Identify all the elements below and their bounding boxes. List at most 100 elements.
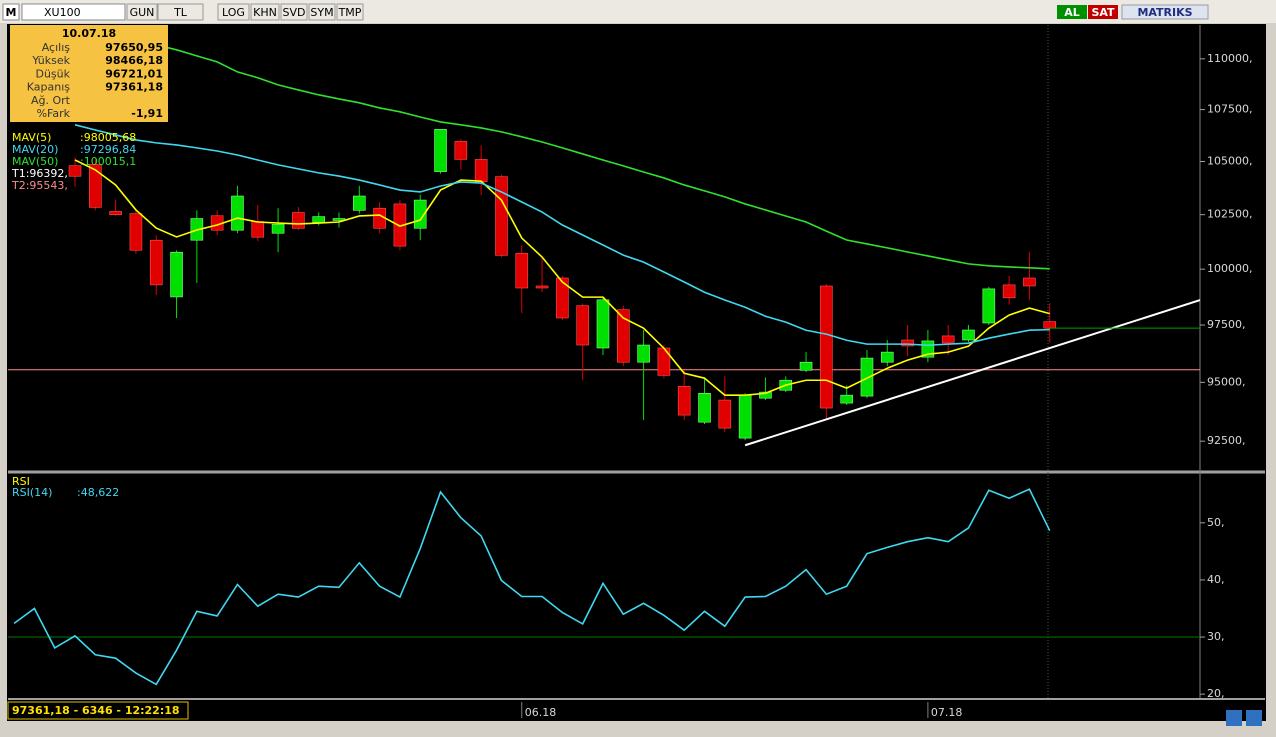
toolbar-button[interactable] — [250, 3, 280, 21]
x-tick-label: 07.18 — [931, 706, 963, 719]
sell-button[interactable] — [1088, 5, 1118, 19]
candle-body — [901, 339, 914, 347]
y-tick-label: 107500, — [1207, 103, 1253, 116]
panel-title: RSI — [12, 475, 30, 488]
candle-body — [738, 394, 752, 439]
info-label: Ağ. Ort — [31, 94, 71, 107]
legend-name: MAV(5) — [12, 131, 51, 144]
info-label: Kapanış — [27, 81, 71, 94]
axes: 92500, 95000, 97500, 100000, 102500, 105000, 1… — [521, 52, 1253, 719]
y-tick-label: 97500, — [1207, 318, 1246, 331]
candle-body — [860, 357, 874, 397]
buy-button[interactable] — [1057, 5, 1087, 19]
candle-body — [271, 224, 285, 234]
legend-name: MAV(50) — [12, 155, 58, 168]
info-value: 97650,95 — [105, 41, 163, 54]
info-value: 96721,01 — [105, 67, 163, 80]
legend-name: RSI(14) — [12, 486, 52, 499]
toolbar-button[interactable] — [280, 3, 308, 21]
brand: MATRIKS — [1137, 6, 1192, 19]
toolbar-button-label[interactable]: LOG — [222, 6, 245, 19]
symbol: XU100 — [44, 6, 81, 19]
candle-body — [474, 159, 488, 183]
toolbar-button-label[interactable]: TL — [173, 6, 188, 19]
legend-name: MAV(20) — [12, 143, 58, 156]
candle-body — [962, 329, 975, 341]
candle-body — [718, 399, 732, 429]
candle-body — [535, 285, 549, 289]
moving-average — [74, 124, 1050, 347]
moving-average — [74, 159, 1050, 396]
status-text: 97361,18 - 6346 - 12:22:18 — [12, 704, 180, 717]
toolbar-button[interactable] — [308, 3, 336, 21]
x-tick-label: 06.18 — [525, 706, 557, 719]
y-tick-label: 20, — [1207, 687, 1225, 700]
toolbar-button-label[interactable]: SYM — [310, 6, 333, 19]
y-tick-label: 100000, — [1207, 262, 1253, 275]
candle-body — [353, 195, 366, 211]
y-tick-label: 40, — [1207, 573, 1225, 586]
candle-body — [68, 165, 82, 177]
y-tick-label: 95000, — [1207, 375, 1246, 388]
overlay: 10.07.18 Açılış 97650,95 Yüksek 98466,18 Düş… — [10, 25, 168, 499]
candle-body — [434, 129, 447, 172]
legend-value: :97296,84 — [80, 143, 136, 156]
buy-label[interactable]: AL — [1064, 6, 1080, 19]
candle-body — [637, 344, 650, 363]
toolbar-button-label[interactable]: GUN — [130, 6, 155, 19]
moving-average — [156, 44, 1050, 270]
candle-body — [1023, 277, 1036, 287]
main-panel — [8, 44, 1200, 447]
info-date: 10.07.18 — [62, 27, 116, 40]
candle-body — [231, 195, 244, 231]
info-value: 97361,18 — [105, 81, 163, 94]
candle-body — [799, 361, 813, 371]
y-tick-label: 92500, — [1207, 434, 1246, 447]
candle-body — [149, 239, 163, 286]
candle-body — [292, 212, 305, 229]
candle-body — [880, 351, 894, 363]
sell-label[interactable]: SAT — [1091, 6, 1115, 19]
symbol-box[interactable] — [21, 3, 126, 21]
y-tick-label: 102500, — [1207, 208, 1253, 221]
toolbar-button[interactable] — [157, 3, 204, 21]
info-value: -1,91 — [131, 107, 163, 120]
candle-body — [170, 251, 183, 298]
brand-box — [1121, 4, 1209, 20]
candle-body — [89, 164, 102, 208]
candle-body — [251, 221, 265, 238]
y-tick-label: 30, — [1207, 630, 1225, 643]
candle-body — [454, 141, 468, 160]
candle-body — [576, 305, 589, 346]
y-tick-label: 110000, — [1207, 52, 1253, 65]
candle-body — [129, 213, 143, 251]
status-box — [7, 701, 189, 720]
logo-box[interactable] — [2, 3, 20, 21]
candle-body — [1002, 284, 1016, 299]
toolbar-button-label[interactable]: TMP — [338, 6, 362, 19]
info-box — [10, 25, 168, 122]
toolbar-items: M XU100 GUN TL LOG KHN SVD SYM TMP AL SAT MATRIKS — [2, 3, 1209, 21]
rsi-line — [13, 488, 1051, 686]
y-tick-label: 50, — [1207, 516, 1225, 529]
candle-body — [677, 385, 691, 416]
toolbar-button[interactable] — [336, 3, 364, 21]
toolbar-button-label[interactable]: SVD — [283, 6, 306, 19]
toolbar-button-label[interactable]: KHN — [253, 6, 277, 19]
candle-body — [941, 335, 955, 344]
t1-label: T1:96392, — [11, 167, 68, 180]
toolbar-button[interactable] — [126, 3, 158, 21]
toolbar-button[interactable] — [217, 3, 250, 21]
legend-value: :98005,68 — [80, 131, 136, 144]
candle-body — [657, 347, 671, 376]
trendline — [744, 299, 1200, 447]
candle-body — [759, 391, 772, 399]
candle-body — [109, 211, 122, 215]
refresh-icon[interactable] — [1226, 710, 1242, 726]
candle-body — [616, 309, 630, 363]
settings-icon[interactable] — [1246, 710, 1262, 726]
rsi-panel — [8, 488, 1200, 686]
candle-body — [495, 176, 508, 256]
